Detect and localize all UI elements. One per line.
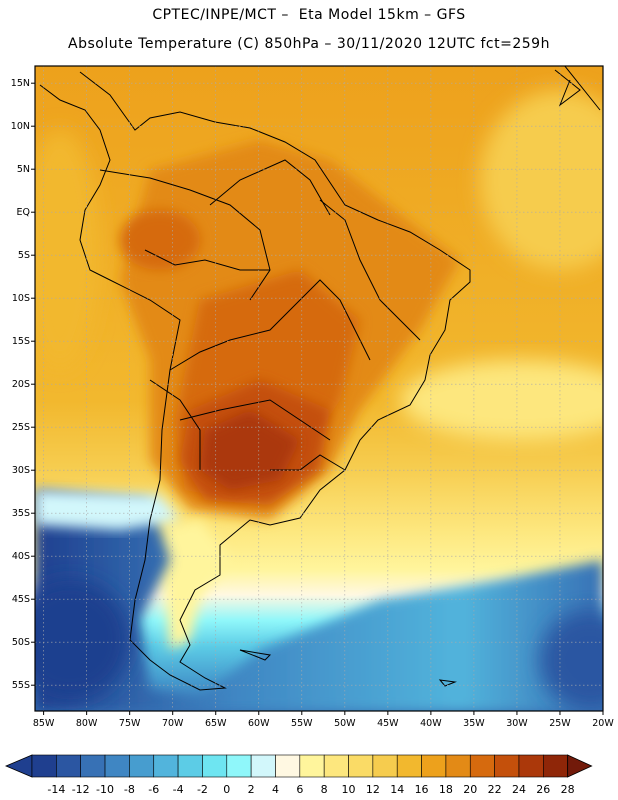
colorbar-label: -4 bbox=[173, 783, 184, 796]
lat-tick-label: 40S bbox=[12, 551, 30, 562]
lon-tick-label: 20W bbox=[592, 718, 614, 729]
colorbar-swatch bbox=[250, 754, 276, 778]
lat-tick-label: 15S bbox=[12, 336, 30, 347]
colorbar: -14 -12 -10 -8 -6 -4 -2 0 2 4 6 8 10 12 14 16 18 20 22 24 26… bbox=[4, 754, 593, 796]
colorbar-swatch bbox=[372, 754, 398, 778]
colorbar-swatch bbox=[469, 754, 495, 778]
lon-tick-label: 80W bbox=[76, 718, 98, 729]
colorbar-label: 2 bbox=[248, 783, 255, 796]
colorbar-label: 12 bbox=[366, 783, 380, 796]
temperature-field bbox=[35, 66, 603, 711]
colorbar-label: -6 bbox=[148, 783, 159, 796]
lat-tick-label: 10S bbox=[12, 293, 30, 304]
colorbar-label: -10 bbox=[96, 783, 114, 796]
colorbar-swatch bbox=[202, 754, 228, 778]
colorbar-swatch bbox=[31, 754, 57, 778]
colorbar-label: 4 bbox=[272, 783, 279, 796]
lat-tick-label: 30S bbox=[12, 465, 30, 476]
lon-tick-label: 45W bbox=[377, 718, 399, 729]
colorbar-swatch bbox=[494, 754, 520, 778]
colorbar-label: 10 bbox=[342, 783, 356, 796]
colorbar-label: 0 bbox=[223, 783, 230, 796]
lat-tick-label: 25S bbox=[12, 422, 30, 433]
lon-tick-label: 85W bbox=[33, 718, 55, 729]
lon-tick-label: 40W bbox=[420, 718, 442, 729]
colorbar-swatch bbox=[396, 754, 422, 778]
colorbar-label: 24 bbox=[512, 783, 526, 796]
colorbar-label: -2 bbox=[197, 783, 208, 796]
lat-tick-label: EQ bbox=[17, 207, 30, 218]
colorbar-label: 14 bbox=[390, 783, 404, 796]
lon-tick-label: 55W bbox=[291, 718, 313, 729]
lon-tick-label: 75W bbox=[119, 718, 141, 729]
lon-tick-label: 60W bbox=[248, 718, 270, 729]
lat-tick-label: 15N bbox=[11, 78, 30, 89]
colorbar-swatch bbox=[56, 754, 81, 778]
latitude-axis: 15N 10N 5N EQ 5S 10S 15S 20S 25S 30S 35S 40S 45S 50S 5… bbox=[11, 78, 35, 691]
colorbar-swatch bbox=[348, 754, 374, 778]
lat-tick-label: 5N bbox=[17, 164, 30, 175]
map-frame bbox=[34, 65, 604, 712]
lat-tick-label: 45S bbox=[12, 594, 30, 605]
lon-tick-label: 50W bbox=[334, 718, 356, 729]
colorbar-swatch bbox=[518, 754, 544, 778]
lon-tick-label: 70W bbox=[162, 718, 184, 729]
map-title: CPTEC/INPE/MCT – Eta Model 15km – GFS bbox=[152, 7, 466, 23]
colorbar-label: -14 bbox=[47, 783, 65, 796]
colorbar-label: -12 bbox=[72, 783, 90, 796]
colorbar-arrow-high bbox=[567, 754, 593, 778]
colorbar-swatch bbox=[275, 754, 301, 778]
colorbar-label: 16 bbox=[415, 783, 429, 796]
lon-tick-label: 65W bbox=[205, 718, 227, 729]
lon-tick-label: 25W bbox=[549, 718, 571, 729]
lat-tick-label: 35S bbox=[12, 508, 30, 519]
colorbar-swatch bbox=[226, 754, 252, 778]
colorbar-swatch bbox=[129, 754, 155, 778]
colorbar-label: 6 bbox=[296, 783, 303, 796]
lat-tick-label: 5S bbox=[18, 250, 30, 261]
lat-tick-label: 50S bbox=[12, 637, 30, 648]
colorbar-label: 28 bbox=[561, 783, 575, 796]
colorbar-arrow-low bbox=[4, 754, 33, 778]
colorbar-label: 20 bbox=[463, 783, 477, 796]
lon-tick-label: 30W bbox=[506, 718, 528, 729]
colorbar-swatch bbox=[80, 754, 106, 778]
colorbar-label: -8 bbox=[124, 783, 135, 796]
colorbar-swatch bbox=[445, 754, 471, 778]
colorbar-label: 22 bbox=[488, 783, 502, 796]
colorbar-swatch bbox=[543, 754, 568, 778]
colorbar-swatch bbox=[323, 754, 349, 778]
map-subtitle: Absolute Temperature (C) 850hPa – 30/11/… bbox=[68, 36, 550, 52]
colorbar-label: 26 bbox=[536, 783, 550, 796]
colorbar-swatch bbox=[104, 754, 130, 778]
longitude-axis: 85W 80W 75W 70W 65W 60W 55W 50W 45W 40W 35W 30W 25W 2… bbox=[33, 711, 614, 729]
colorbar-label: 8 bbox=[321, 783, 328, 796]
colorbar-swatch bbox=[299, 754, 325, 778]
colorbar-label: 18 bbox=[439, 783, 453, 796]
lat-tick-label: 55S bbox=[12, 680, 30, 691]
lat-tick-label: 20S bbox=[12, 379, 30, 390]
colorbar-swatch bbox=[421, 754, 447, 778]
coastlines bbox=[39, 66, 601, 691]
lat-tick-label: 10N bbox=[11, 121, 30, 132]
lon-tick-label: 35W bbox=[463, 718, 485, 729]
colorbar-swatch bbox=[177, 754, 203, 778]
colorbar-swatch bbox=[153, 754, 179, 778]
